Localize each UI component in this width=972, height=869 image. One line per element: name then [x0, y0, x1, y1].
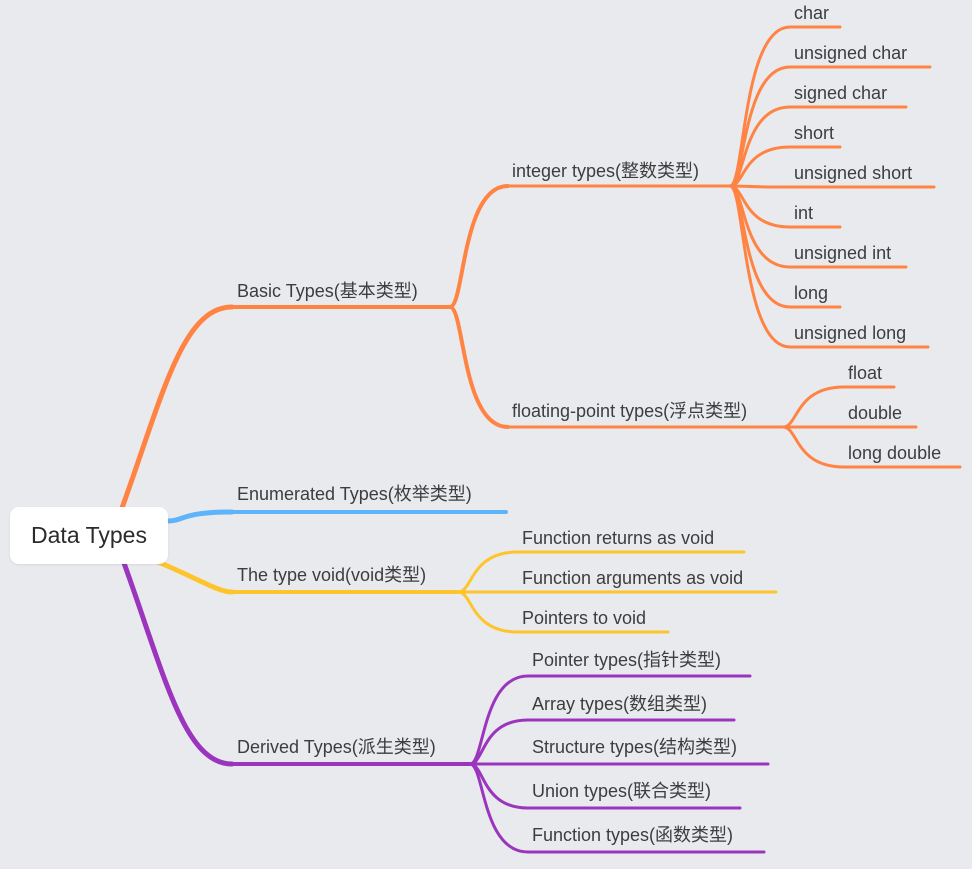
connector-void-leaf-2 — [456, 590, 520, 634]
node-derived-types[interactable]: Derived Types(派生类型) — [237, 737, 436, 757]
connector-basic-floating — [448, 305, 510, 429]
leaf-double[interactable]: double — [848, 403, 903, 423]
leaf-char[interactable]: char — [794, 3, 830, 23]
leaf-structure-types[interactable]: Structure types(结构类型) — [532, 737, 738, 757]
node-basic-types[interactable]: Basic Types(基本类型) — [237, 281, 418, 301]
leaf-long-double[interactable]: long double — [848, 443, 942, 463]
connector-root-void — [155, 559, 235, 595]
node-floating-point-types[interactable]: floating-point types(浮点类型) — [512, 401, 748, 421]
connector-root-basic — [119, 304, 235, 511]
connector-root-derived — [121, 560, 235, 767]
leaf-float[interactable]: float — [848, 363, 883, 383]
node-enumerated-types[interactable]: Enumerated Types(枚举类型) — [237, 484, 472, 504]
connector-derived-leaf-3 — [468, 762, 530, 810]
leaf-function-returns-void[interactable]: Function returns as void — [522, 528, 715, 548]
leaf-unsigned-int[interactable]: unsigned int — [794, 243, 892, 263]
node-integer-types[interactable]: integer types(整数类型) — [512, 161, 700, 181]
leaf-short[interactable]: short — [794, 123, 835, 143]
leaf-pointers-to-void[interactable]: Pointers to void — [522, 608, 647, 628]
node-void-type[interactable]: The type void(void类型) — [237, 565, 427, 585]
leaf-unsigned-short[interactable]: unsigned short — [794, 163, 913, 183]
connector-floating-leaf-2 — [781, 425, 846, 469]
leaf-pointer-types[interactable]: Pointer types(指针类型) — [532, 650, 722, 670]
connector-floating-leaf-0 — [781, 385, 846, 429]
root-label: Data Types — [31, 522, 147, 548]
connector-void-leaf-0 — [456, 550, 520, 594]
connector-root-enum — [165, 509, 235, 524]
leaf-long[interactable]: long — [794, 283, 829, 303]
leaf-array-types[interactable]: Array types(数组类型) — [532, 694, 708, 714]
leaf-union-types[interactable]: Union types(联合类型) — [532, 781, 712, 801]
connector-integer-leaf-4 — [728, 184, 792, 189]
leaf-signed-char[interactable]: signed char — [794, 83, 888, 103]
connector-derived-leaf-1 — [468, 718, 530, 766]
connector-integer-leaf-8 — [728, 184, 792, 349]
connector-integer-leaf-1 — [728, 65, 792, 188]
leaf-function-arguments-void[interactable]: Function arguments as void — [522, 568, 744, 588]
leaf-unsigned-long[interactable]: unsigned long — [794, 323, 907, 343]
root-node[interactable]: Data Types — [10, 507, 168, 564]
leaf-int[interactable]: int — [794, 203, 814, 223]
leaf-unsigned-char[interactable]: unsigned char — [794, 43, 908, 63]
leaf-function-types[interactable]: Function types(函数类型) — [532, 825, 734, 845]
connector-basic-integer — [448, 184, 510, 309]
connector-derived-leaf-4 — [468, 762, 530, 854]
